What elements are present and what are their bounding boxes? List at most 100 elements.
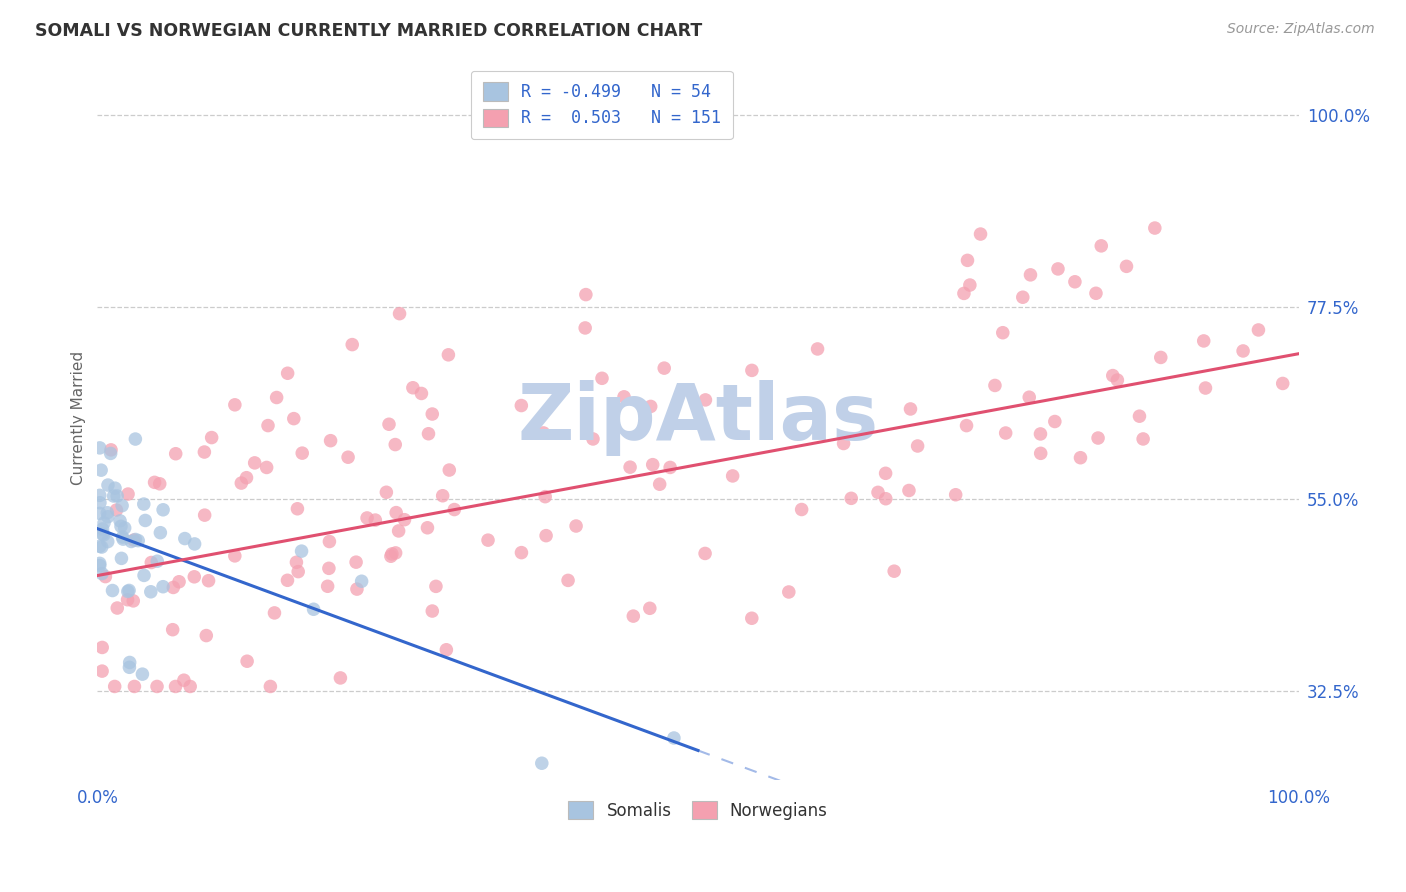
Point: [93, 516, 115, 530]
Point: [534, 490, 557, 504]
Point: [790, 502, 813, 516]
Point: [162, 581, 184, 595]
Point: [1011, 290, 1033, 304]
Point: [1101, 368, 1123, 383]
Point: [1069, 450, 1091, 465]
Point: [131, 667, 153, 681]
Point: [120, 534, 142, 549]
Point: [195, 629, 218, 643]
Point: [162, 623, 184, 637]
Point: [1271, 376, 1294, 391]
Point: [173, 532, 195, 546]
Point: [385, 506, 408, 520]
Point: [839, 491, 862, 506]
Point: [1087, 431, 1109, 445]
Point: [378, 417, 401, 432]
Point: [883, 564, 905, 578]
Point: [1064, 275, 1087, 289]
Point: [194, 508, 217, 523]
Point: [132, 497, 155, 511]
Point: [266, 391, 288, 405]
Point: [122, 594, 145, 608]
Point: [231, 476, 253, 491]
Point: [953, 286, 976, 301]
Point: [1029, 426, 1052, 441]
Point: [111, 499, 134, 513]
Point: [287, 565, 309, 579]
Point: [143, 475, 166, 490]
Point: [114, 521, 136, 535]
Point: [991, 326, 1014, 340]
Point: [741, 611, 763, 625]
Point: [167, 574, 190, 589]
Point: [1232, 343, 1254, 358]
Point: [165, 680, 187, 694]
Point: [224, 549, 246, 563]
Point: [93, 528, 115, 542]
Point: [510, 399, 533, 413]
Point: [117, 584, 139, 599]
Point: [1090, 239, 1112, 253]
Point: [329, 671, 352, 685]
Point: [318, 534, 340, 549]
Point: [613, 390, 636, 404]
Point: [443, 502, 465, 516]
Point: [104, 481, 127, 495]
Point: [534, 529, 557, 543]
Point: [900, 401, 922, 416]
Text: Source: ZipAtlas.com: Source: ZipAtlas.com: [1227, 22, 1375, 37]
Point: [139, 584, 162, 599]
Point: [778, 585, 800, 599]
Point: [695, 392, 717, 407]
Point: [110, 519, 132, 533]
Point: [693, 546, 716, 560]
Point: [302, 602, 325, 616]
Point: [384, 546, 406, 560]
Point: [350, 574, 373, 589]
Point: [89, 507, 111, 521]
Point: [380, 549, 402, 564]
Point: [575, 287, 598, 301]
Point: [1115, 260, 1137, 274]
Point: [152, 503, 174, 517]
Point: [276, 574, 298, 588]
Point: [134, 513, 156, 527]
Point: [90, 540, 112, 554]
Point: [741, 363, 763, 377]
Point: [402, 381, 425, 395]
Point: [1192, 334, 1215, 348]
Point: [285, 555, 308, 569]
Point: [97, 534, 120, 549]
Point: [432, 489, 454, 503]
Point: [105, 489, 128, 503]
Point: [640, 400, 662, 414]
Point: [984, 378, 1007, 392]
Point: [477, 533, 499, 548]
Point: [907, 439, 929, 453]
Point: [416, 521, 439, 535]
Point: [1018, 390, 1040, 404]
Point: [832, 436, 855, 450]
Point: [118, 656, 141, 670]
Point: [897, 483, 920, 498]
Point: [90, 463, 112, 477]
Point: [418, 426, 440, 441]
Point: [96, 506, 118, 520]
Point: [118, 660, 141, 674]
Point: [652, 361, 675, 376]
Point: [582, 432, 605, 446]
Point: [574, 321, 596, 335]
Point: [565, 519, 588, 533]
Point: [94, 569, 117, 583]
Point: [533, 425, 555, 440]
Point: [193, 445, 215, 459]
Point: [648, 477, 671, 491]
Point: [1194, 381, 1216, 395]
Point: [1046, 261, 1069, 276]
Point: [124, 533, 146, 547]
Point: [146, 680, 169, 694]
Point: [291, 446, 314, 460]
Point: [530, 756, 553, 771]
Point: [290, 544, 312, 558]
Point: [183, 537, 205, 551]
